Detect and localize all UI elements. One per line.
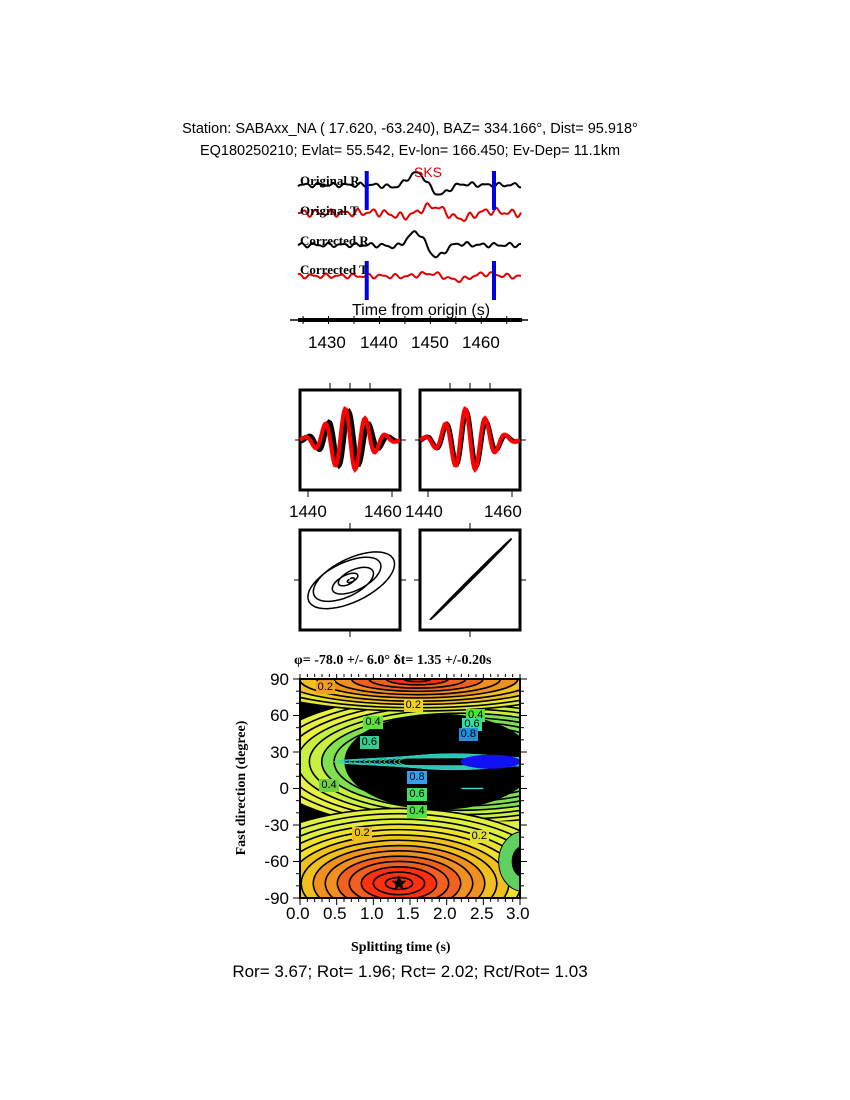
phase-label-sks: SKS: [414, 164, 443, 180]
contour-label: 0.8: [458, 727, 478, 741]
contour-ytick: 90: [270, 670, 289, 689]
compare-right-xtick: 1460: [484, 502, 522, 521]
trace-corrected-r: [297, 230, 521, 259]
waveform-xtick: 1460: [462, 333, 500, 352]
contour-field: [300, 679, 520, 898]
event-info: EQ180250210; Evlat= 55.542, Ev-lon= 166.…: [199, 143, 621, 159]
contour-right-level: [498, 831, 520, 892]
best-fit-star-icon: [391, 875, 407, 890]
contour-right-level: [511, 846, 520, 877]
waveform-xlabel: Time from origin (s): [352, 302, 491, 319]
contour-minimum-ellipse: [460, 754, 520, 769]
contour-label: 0.6: [359, 736, 379, 750]
compare-left-xtick: 1460: [364, 502, 402, 521]
corrected-trace: [418, 405, 521, 474]
contour-xtick: 2.0: [433, 904, 457, 923]
trace-original-t: [297, 202, 522, 223]
contour-ytick: -90: [264, 889, 289, 908]
contour-label: 0.4: [407, 804, 427, 818]
trace-original-r: [297, 171, 522, 196]
trace-corrected-t: [297, 270, 522, 284]
trace-label-corrected-t: Corrected T: [300, 262, 368, 277]
trace-label-original-r: Original R: [300, 173, 360, 188]
contour-ytick: -30: [264, 816, 289, 835]
compare-left-xtick: 1440: [289, 502, 327, 521]
trace-label-original-t: Original T: [300, 203, 359, 218]
contour-ytick: -60: [264, 852, 289, 871]
trace-label-corrected-r: Corrected R: [300, 233, 369, 248]
contour-xtick: 3.0: [506, 904, 530, 923]
particle-motion-frame: [298, 528, 402, 632]
contour-xtick: 2.5: [470, 904, 494, 923]
corrected-trace: [298, 405, 401, 474]
contour-ytick: 60: [270, 706, 289, 725]
contour-label: 0.4: [319, 779, 339, 793]
contour-xlabel: Splitting time (s): [351, 940, 451, 955]
contour-ylabel: Fast direction (degree): [234, 720, 249, 856]
contour-label: 0.4: [363, 715, 383, 729]
contour-xtick: 0.0: [286, 904, 310, 923]
compare-right-xtick: 1440: [405, 502, 443, 521]
contour-xtick: 1.0: [360, 904, 384, 923]
waveform-xtick: 1440: [360, 333, 398, 352]
contour-label: 0.2: [352, 826, 372, 840]
contour-label: 0.6: [407, 787, 427, 801]
contour-title: φ= -78.0 +/- 6.0° δt= 1.35 +/-0.20s: [294, 653, 492, 668]
contour-ytick: 0: [279, 779, 289, 798]
particle-motion-path: [307, 551, 396, 610]
particle-motion-path: [429, 537, 513, 620]
station-info: Station: SABAxx_NA ( 17.620, -63.240), B…: [182, 121, 638, 137]
contour-label: 0.2: [469, 830, 489, 844]
contour-xtick: 0.5: [323, 904, 347, 923]
contour-label: 0.2: [403, 698, 423, 712]
contour-ytick: 30: [270, 743, 289, 762]
contour-label: 0.8: [407, 770, 427, 784]
contour-xtick: 1.5: [396, 904, 420, 923]
waveform-xtick: 1450: [411, 333, 449, 352]
ratio-summary: Ror= 3.67; Rot= 1.96; Rct= 2.02; Rct/Rot…: [232, 962, 588, 981]
waveform-xtick: 1430: [308, 333, 346, 352]
contour-label: 0.2: [315, 680, 335, 694]
